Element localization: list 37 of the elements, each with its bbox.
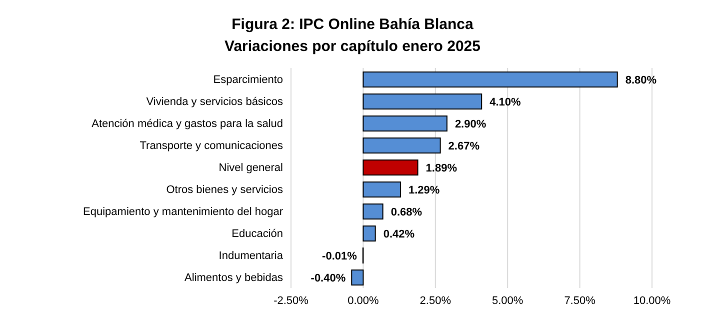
data-label: -0.01% bbox=[322, 250, 358, 262]
y-tick-label: Otros bienes y servicios bbox=[166, 184, 284, 196]
data-label: 0.42% bbox=[383, 228, 415, 240]
bar bbox=[362, 94, 482, 110]
x-tick-label: -2.50% bbox=[274, 294, 309, 307]
data-label: 1.29% bbox=[408, 184, 440, 196]
x-tick-label: 0.00% bbox=[348, 294, 380, 307]
chart-subtitle: Variaciones por capítulo enero 2025 bbox=[224, 37, 482, 57]
y-tick-label: Nivel general bbox=[218, 162, 283, 174]
bar bbox=[362, 182, 401, 198]
y-tick-label: Vivienda y servicios básicos bbox=[146, 96, 284, 108]
x-tick-label: 10.00% bbox=[633, 294, 671, 307]
bar bbox=[362, 116, 448, 132]
data-label: 8.80% bbox=[625, 74, 657, 86]
y-tick-label: Alimentos y bebidas bbox=[184, 272, 284, 284]
bar bbox=[362, 160, 418, 176]
bar bbox=[362, 226, 376, 242]
y-tick-label: Atención médica y gastos para la salud bbox=[92, 118, 283, 130]
data-label: 2.67% bbox=[448, 140, 480, 152]
bar bbox=[351, 270, 364, 286]
data-label: -0.40% bbox=[310, 272, 346, 284]
x-tick-label: 2.50% bbox=[420, 294, 452, 307]
data-label: 4.10% bbox=[490, 96, 522, 108]
data-label: 2.90% bbox=[454, 118, 486, 130]
chart-title: Figura 2: IPC Online Bahía Blanca bbox=[230, 15, 474, 35]
x-tick-label: 7.50% bbox=[564, 294, 596, 307]
y-tick-label: Transporte y comunicaciones bbox=[140, 140, 284, 152]
bar bbox=[362, 138, 441, 154]
y-tick-label: Equipamiento y mantenimiento del hogar bbox=[83, 206, 284, 218]
x-tick-label: 5.00% bbox=[492, 294, 524, 307]
data-label: 1.89% bbox=[426, 162, 458, 174]
data-label: 0.68% bbox=[390, 206, 422, 218]
y-tick-label: Educación bbox=[232, 228, 283, 240]
bar bbox=[362, 72, 618, 88]
y-tick-label: Esparcimiento bbox=[213, 74, 283, 86]
bar bbox=[362, 204, 384, 220]
y-tick-label: Indumentaria bbox=[218, 250, 284, 262]
